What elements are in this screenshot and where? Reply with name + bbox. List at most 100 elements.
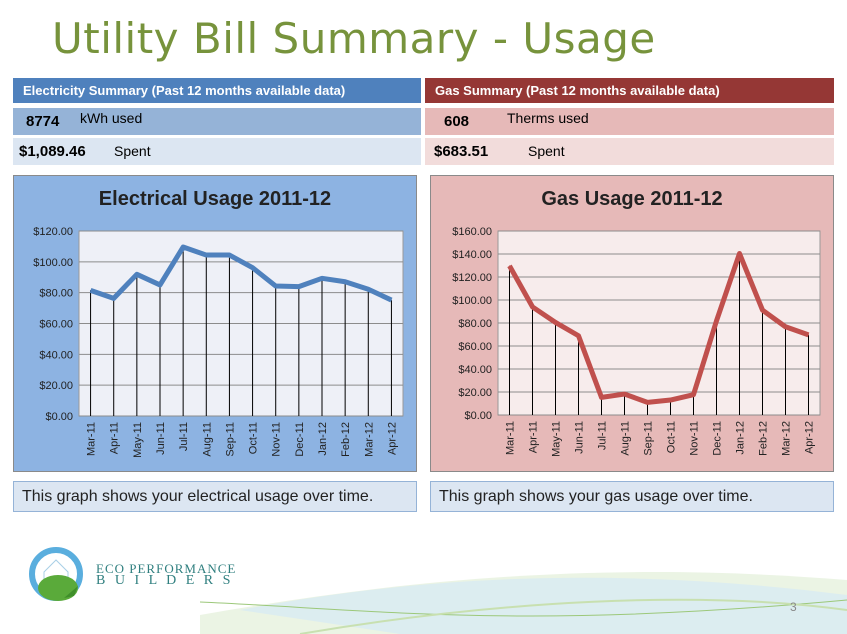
y-tick-label: $100.00 <box>33 257 73 269</box>
data-point <box>578 335 579 337</box>
data-point <box>252 267 254 269</box>
logo <box>28 546 84 602</box>
x-tick-label: Apr-11 <box>109 422 121 454</box>
y-tick-label: $160.00 <box>452 226 492 238</box>
kwh-label: kWh used <box>80 110 143 126</box>
data-point <box>205 254 207 256</box>
x-tick-label: Jul-11 <box>178 422 190 451</box>
data-point <box>298 286 300 288</box>
data-point <box>509 265 510 267</box>
gas-usage-row: 608 Therms used <box>425 108 834 135</box>
y-tick-label: $20.00 <box>39 380 73 392</box>
logo-line1: ECO PERFORMANCE <box>96 561 237 576</box>
y-tick-label: $40.00 <box>458 364 492 376</box>
data-point <box>555 321 556 323</box>
y-tick-label: $60.00 <box>458 341 492 353</box>
electrical-usage-plot: $0.00 $20.00 $40.00 $60.00 $80.00 $100.00 $120… <box>33 226 404 458</box>
eco-house-logo-icon <box>29 547 83 601</box>
gas-spent-label: Spent <box>528 143 565 159</box>
data-point <box>716 320 717 322</box>
data-point <box>693 394 694 396</box>
data-point <box>808 334 809 336</box>
data-point <box>601 396 602 398</box>
y-tick-label: $40.00 <box>39 349 73 361</box>
data-point <box>275 285 277 287</box>
data-point <box>390 299 392 301</box>
decorative-waves <box>199 572 847 634</box>
x-tick-label: Mar-12 <box>781 421 793 456</box>
gas-caption: This graph shows your gas usage over tim… <box>430 481 834 512</box>
data-point <box>159 284 161 286</box>
page-title: Utility Bill Summary - Usage <box>52 14 656 63</box>
x-tick-label: Aug-11 <box>620 421 632 456</box>
x-tick-label: Apr-12 <box>386 422 398 455</box>
x-tick-label: Dec-11 <box>294 422 306 457</box>
y-tick-label: $80.00 <box>458 318 492 330</box>
electricity-spent-label: Spent <box>114 143 151 159</box>
x-tick-label: Apr-11 <box>528 421 540 453</box>
series-line <box>507 251 810 405</box>
y-tick-label: $0.00 <box>45 411 73 423</box>
kwh-value: 8774 <box>26 113 60 130</box>
x-tick-label: Nov-11 <box>689 421 701 456</box>
electricity-spent-value: $1,089.46 <box>19 143 86 160</box>
series-line <box>89 244 393 303</box>
y-tick-label: $60.00 <box>39 319 73 331</box>
x-tick-label: Mar-11 <box>505 421 517 455</box>
data-point <box>136 273 138 275</box>
x-tick-label: Feb-12 <box>340 422 352 457</box>
gas-summary-header: Gas Summary (Past 12 months available da… <box>425 78 834 103</box>
y-tick-label: $120.00 <box>33 226 73 238</box>
x-tick-label: Sep-11 <box>224 422 236 457</box>
y-tick-label: $80.00 <box>39 288 73 300</box>
electricity-spent-row: $1,089.46 Spent <box>13 138 421 165</box>
gas-usage-plot: $0.00 $20.00 $40.00 $60.00 $80.00 $100.00 $120… <box>452 226 821 457</box>
x-tick-label: Oct-11 <box>248 422 260 454</box>
x-tick-label: Jul-11 <box>597 421 609 450</box>
page-number: 3 <box>790 600 797 614</box>
gas-spent-value: $683.51 <box>434 143 489 160</box>
x-tick-label: Jan-12 <box>735 421 747 455</box>
x-tick-label: Mar-11 <box>86 422 98 456</box>
data-point <box>670 399 671 401</box>
data-point <box>624 393 625 395</box>
electrical-usage-chart: Electrical Usage 2011-12 $0.00 $20.00 $40.… <box>13 175 417 472</box>
data-point <box>532 306 533 308</box>
data-point <box>321 277 323 279</box>
y-tick-label: $20.00 <box>458 387 492 399</box>
x-tick-label: Jun-11 <box>155 422 167 455</box>
electricity-summary-header: Electricity Summary (Past 12 months avai… <box>13 78 421 103</box>
y-tick-label: $140.00 <box>452 249 492 261</box>
x-tick-label: Aug-11 <box>201 422 213 457</box>
y-tick-label: $120.00 <box>452 272 492 284</box>
x-tick-label: Jan-12 <box>317 422 329 456</box>
data-point <box>90 289 92 291</box>
electricity-caption: This graph shows your electrical usage o… <box>13 481 417 512</box>
x-tick-label: Dec-11 <box>712 421 724 456</box>
logo-line2: B U I L D E R S <box>96 573 234 588</box>
data-point <box>762 309 763 311</box>
data-point <box>785 326 786 328</box>
x-tick-label: Nov-11 <box>271 422 283 457</box>
y-tick-label: $0.00 <box>464 410 492 422</box>
data-point <box>113 297 115 299</box>
data-point <box>182 246 184 248</box>
gas-usage-chart: Gas Usage 2011-12 $0.00 $20.00 $40.00 $60.0… <box>430 175 834 472</box>
x-tick-label: Feb-12 <box>758 421 770 456</box>
x-tick-label: Apr-12 <box>804 421 816 454</box>
data-point <box>367 288 369 290</box>
x-tick-label: May-11 <box>551 421 563 457</box>
chart-title: Electrical Usage 2011-12 <box>98 188 332 210</box>
x-tick-label: Oct-11 <box>666 421 678 453</box>
x-tick-label: Jun-11 <box>574 421 586 454</box>
data-point <box>739 253 740 255</box>
chart-title: Gas Usage 2011-12 <box>541 188 723 210</box>
electricity-usage-row: 8774 kWh used <box>13 108 421 135</box>
y-tick-label: $100.00 <box>452 295 492 307</box>
therms-label: Therms used <box>507 110 589 126</box>
x-tick-label: Sep-11 <box>643 421 655 456</box>
data-point <box>647 401 648 403</box>
x-tick-label: May-11 <box>132 422 144 458</box>
therms-value: 608 <box>444 113 470 130</box>
data-point <box>228 254 230 256</box>
